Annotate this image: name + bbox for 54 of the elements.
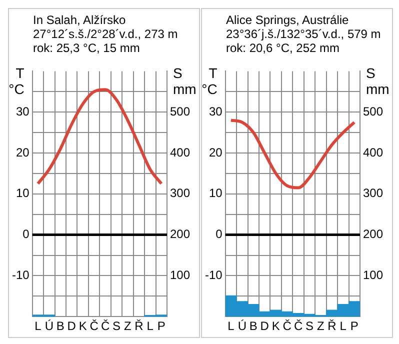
y2-tick-label: 500	[362, 104, 384, 118]
y2-axis-title: S mm	[366, 65, 390, 98]
y-tick-label: 10	[16, 186, 30, 200]
x-tick-label: K	[78, 319, 87, 334]
y-tick-label: 20	[16, 145, 30, 160]
y2-tick-label: 300	[362, 186, 384, 200]
chart-title: In Salah, Alžírsko	[33, 13, 127, 27]
y2-tick-label: 100	[170, 268, 190, 282]
x-tick-label: Z	[124, 319, 132, 334]
chart-title: Alice Springs, Austrálie	[226, 13, 350, 27]
y-tick-label: 30	[208, 104, 223, 118]
x-tick-label: P	[157, 319, 166, 334]
x-tick-label: L	[146, 319, 154, 334]
x-tick-label: B	[249, 319, 258, 334]
y-axis-title: T °C	[202, 65, 218, 98]
x-tick-label: Č	[100, 319, 110, 334]
y2-tick-label: 200	[170, 227, 190, 242]
x-tick-label: Č	[90, 319, 99, 334]
y-tick-label: 0	[22, 227, 30, 242]
x-tick-label: S	[305, 319, 314, 334]
line-series	[36, 88, 163, 186]
x-tick-label: L	[340, 319, 347, 334]
y-tick-label: 10	[208, 186, 223, 200]
x-tick-label: S	[112, 319, 120, 334]
line-series	[229, 118, 356, 190]
x-tick-label: Ř	[328, 319, 337, 334]
chart-subtitle: 27°12´s.š./2°28´v.d., 273 m rok: 25,3 °C, 15 mm	[33, 27, 179, 55]
x-tick-label: L	[34, 319, 42, 334]
y2-axis-title: S mm	[172, 65, 196, 98]
x-tick-label: D	[67, 319, 76, 334]
x-tick-label: Ú	[238, 319, 247, 334]
y-tick-label: 30	[16, 104, 30, 118]
x-tick-label: Č	[282, 319, 292, 334]
x-tick-label: B	[56, 319, 64, 334]
y2-tick-label: 500	[170, 104, 190, 118]
x-tick-label: Ú	[44, 319, 54, 334]
x-tick-label: P	[350, 319, 358, 334]
y-tick-label: 0	[216, 227, 223, 242]
chart-subtitle: 23°36´j.š./132°35´v.d., 579 m rok: 20,6 °C, 252 mm	[226, 27, 382, 55]
x-tick-label: K	[272, 319, 280, 334]
y2-tick-label: 400	[170, 145, 190, 160]
y-axis-title: T °C	[8, 65, 25, 98]
y2-tick-label: 200	[362, 227, 384, 242]
x-tick-label: Č	[294, 319, 303, 334]
x-tick-label: Z	[317, 319, 324, 334]
x-tick-label: L	[228, 319, 235, 334]
y2-tick-label: 300	[170, 186, 190, 200]
y2-tick-label: 100	[362, 268, 384, 282]
y-tick-label: -10	[205, 268, 223, 282]
y2-tick-label: 400	[362, 145, 384, 160]
y-tick-label: 20	[208, 145, 223, 160]
x-tick-label: D	[260, 319, 270, 334]
x-tick-label: Ř	[134, 319, 144, 334]
y-tick-label: -10	[12, 268, 30, 282]
